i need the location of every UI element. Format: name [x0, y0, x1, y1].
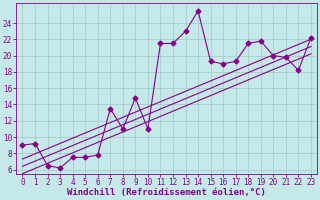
- X-axis label: Windchill (Refroidissement éolien,°C): Windchill (Refroidissement éolien,°C): [67, 188, 266, 197]
